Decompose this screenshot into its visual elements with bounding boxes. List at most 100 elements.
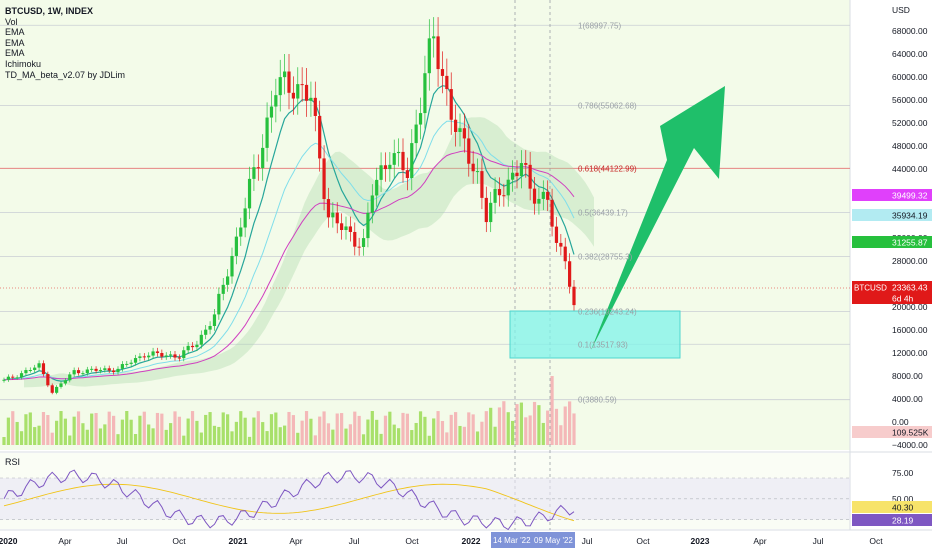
volume-bar: [471, 414, 475, 445]
candle-body: [107, 368, 111, 371]
volume-bar: [230, 431, 234, 445]
volume-bar: [138, 415, 142, 445]
volume-bar: [515, 404, 519, 445]
candle-body: [502, 195, 506, 197]
candle-body: [532, 188, 537, 204]
price-tick: 4000.00: [892, 394, 923, 404]
volume-bar: [502, 401, 506, 445]
volume-bar: [212, 425, 217, 445]
legend-vol[interactable]: Vol: [5, 16, 18, 27]
price-tick: 28000.00: [892, 256, 928, 266]
volume-bar: [335, 413, 339, 445]
volume-bar: [353, 411, 357, 445]
volume-bar: [81, 423, 85, 445]
time-label: Oct: [172, 536, 186, 546]
volume-bar: [493, 426, 497, 445]
legend-td-ma[interactable]: TD_MA_beta_v2.07 by JDLim: [5, 69, 126, 80]
candle-body: [348, 226, 352, 232]
range-badge-start: 14 Mar '22: [493, 536, 531, 545]
price-badge: [852, 426, 932, 438]
candle-body: [313, 97, 317, 116]
legend-ema-3[interactable]: EMA: [5, 48, 25, 59]
time-label: Apr: [58, 536, 71, 546]
candle-body: [221, 284, 225, 294]
candle-body: [454, 119, 458, 132]
rsi-badge-40-label: 40.30: [892, 503, 914, 513]
candle-body: [230, 255, 234, 277]
time-label: Oct: [636, 536, 650, 546]
candle-body: [519, 163, 523, 177]
candle-body: [300, 84, 304, 86]
volume-bar: [532, 401, 537, 445]
ema-fast-line: [3, 85, 575, 382]
price-tick: 64000.00: [892, 49, 928, 59]
rsi-badge-40: [852, 501, 932, 513]
rsi-tick-75: 75.00: [892, 468, 914, 478]
ichimoku-cloud: [24, 117, 594, 388]
volume-bar: [182, 435, 186, 445]
price-axis-currency: USD: [892, 5, 910, 15]
volume-bar: [265, 431, 269, 445]
volume-bar: [366, 419, 370, 445]
candle-body: [234, 236, 238, 256]
candle-body: [528, 164, 532, 189]
candle-body: [493, 189, 497, 203]
candle-body: [116, 368, 120, 373]
legend-ema-1[interactable]: EMA: [5, 27, 25, 38]
candle-body: [41, 363, 46, 375]
volume-bar: [199, 432, 203, 445]
volume-bar: [11, 411, 15, 445]
volume-bar: [370, 411, 374, 445]
volume-bar: [348, 424, 352, 445]
candle-body: [489, 202, 493, 223]
range-badge-end: 09 May '22: [534, 536, 573, 545]
ema-lines: [3, 85, 575, 382]
candle-body: [177, 357, 181, 359]
candle-body: [169, 354, 173, 356]
time-label: 2021: [229, 536, 248, 546]
volume-bar: [15, 421, 19, 445]
candle-body: [322, 158, 326, 200]
candle-body: [15, 377, 19, 379]
candle-body: [353, 231, 357, 247]
volume-bar: [72, 416, 76, 445]
rsi-tick-50: 50.00: [892, 494, 914, 504]
volume-bar: [226, 414, 230, 445]
candle-body: [427, 38, 431, 74]
volume-bar: [186, 418, 190, 445]
volume-bar: [568, 401, 572, 445]
volume-bar: [76, 411, 81, 445]
volume-bar: [340, 413, 344, 445]
volume-bar: [112, 415, 116, 445]
fib-label: 0.5(36439.17): [578, 208, 628, 217]
candle-body: [243, 208, 247, 228]
candle-body: [546, 191, 550, 200]
volume-bar: [204, 414, 208, 445]
candle-body: [103, 368, 107, 370]
legend-ichimoku[interactable]: Ichimoku: [5, 58, 42, 69]
volume-bar: [454, 412, 458, 445]
volume-bar: [142, 411, 146, 445]
candle-body: [309, 97, 313, 101]
volume-bars: [2, 376, 576, 445]
target-zone[interactable]: [509, 310, 681, 359]
candle-body: [467, 138, 471, 164]
target-arrow[interactable]: [591, 86, 725, 350]
candle-body: [405, 170, 409, 179]
price-badge: [852, 189, 932, 201]
time-label: Jul: [117, 536, 128, 546]
candle-body: [278, 77, 282, 96]
volume-bar: [239, 411, 243, 445]
legend-ema-2[interactable]: EMA: [5, 37, 25, 48]
volume-bar: [458, 425, 462, 445]
volume-bar: [383, 415, 388, 445]
candle-body: [511, 172, 515, 180]
candle-body: [484, 197, 488, 223]
volume-bar: [147, 424, 151, 445]
volume-bar: [414, 422, 418, 445]
volume-bar: [278, 427, 282, 445]
price-badge: [852, 236, 932, 248]
volume-bar: [506, 412, 510, 445]
candle-body: [261, 147, 265, 169]
